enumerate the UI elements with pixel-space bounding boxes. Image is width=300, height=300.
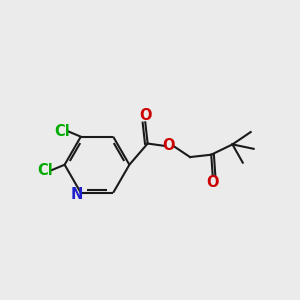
Text: O: O [206, 175, 219, 190]
Text: O: O [163, 138, 175, 153]
Text: Cl: Cl [54, 124, 70, 139]
Text: N: N [71, 187, 83, 202]
Text: Cl: Cl [38, 163, 53, 178]
Text: O: O [139, 108, 152, 123]
